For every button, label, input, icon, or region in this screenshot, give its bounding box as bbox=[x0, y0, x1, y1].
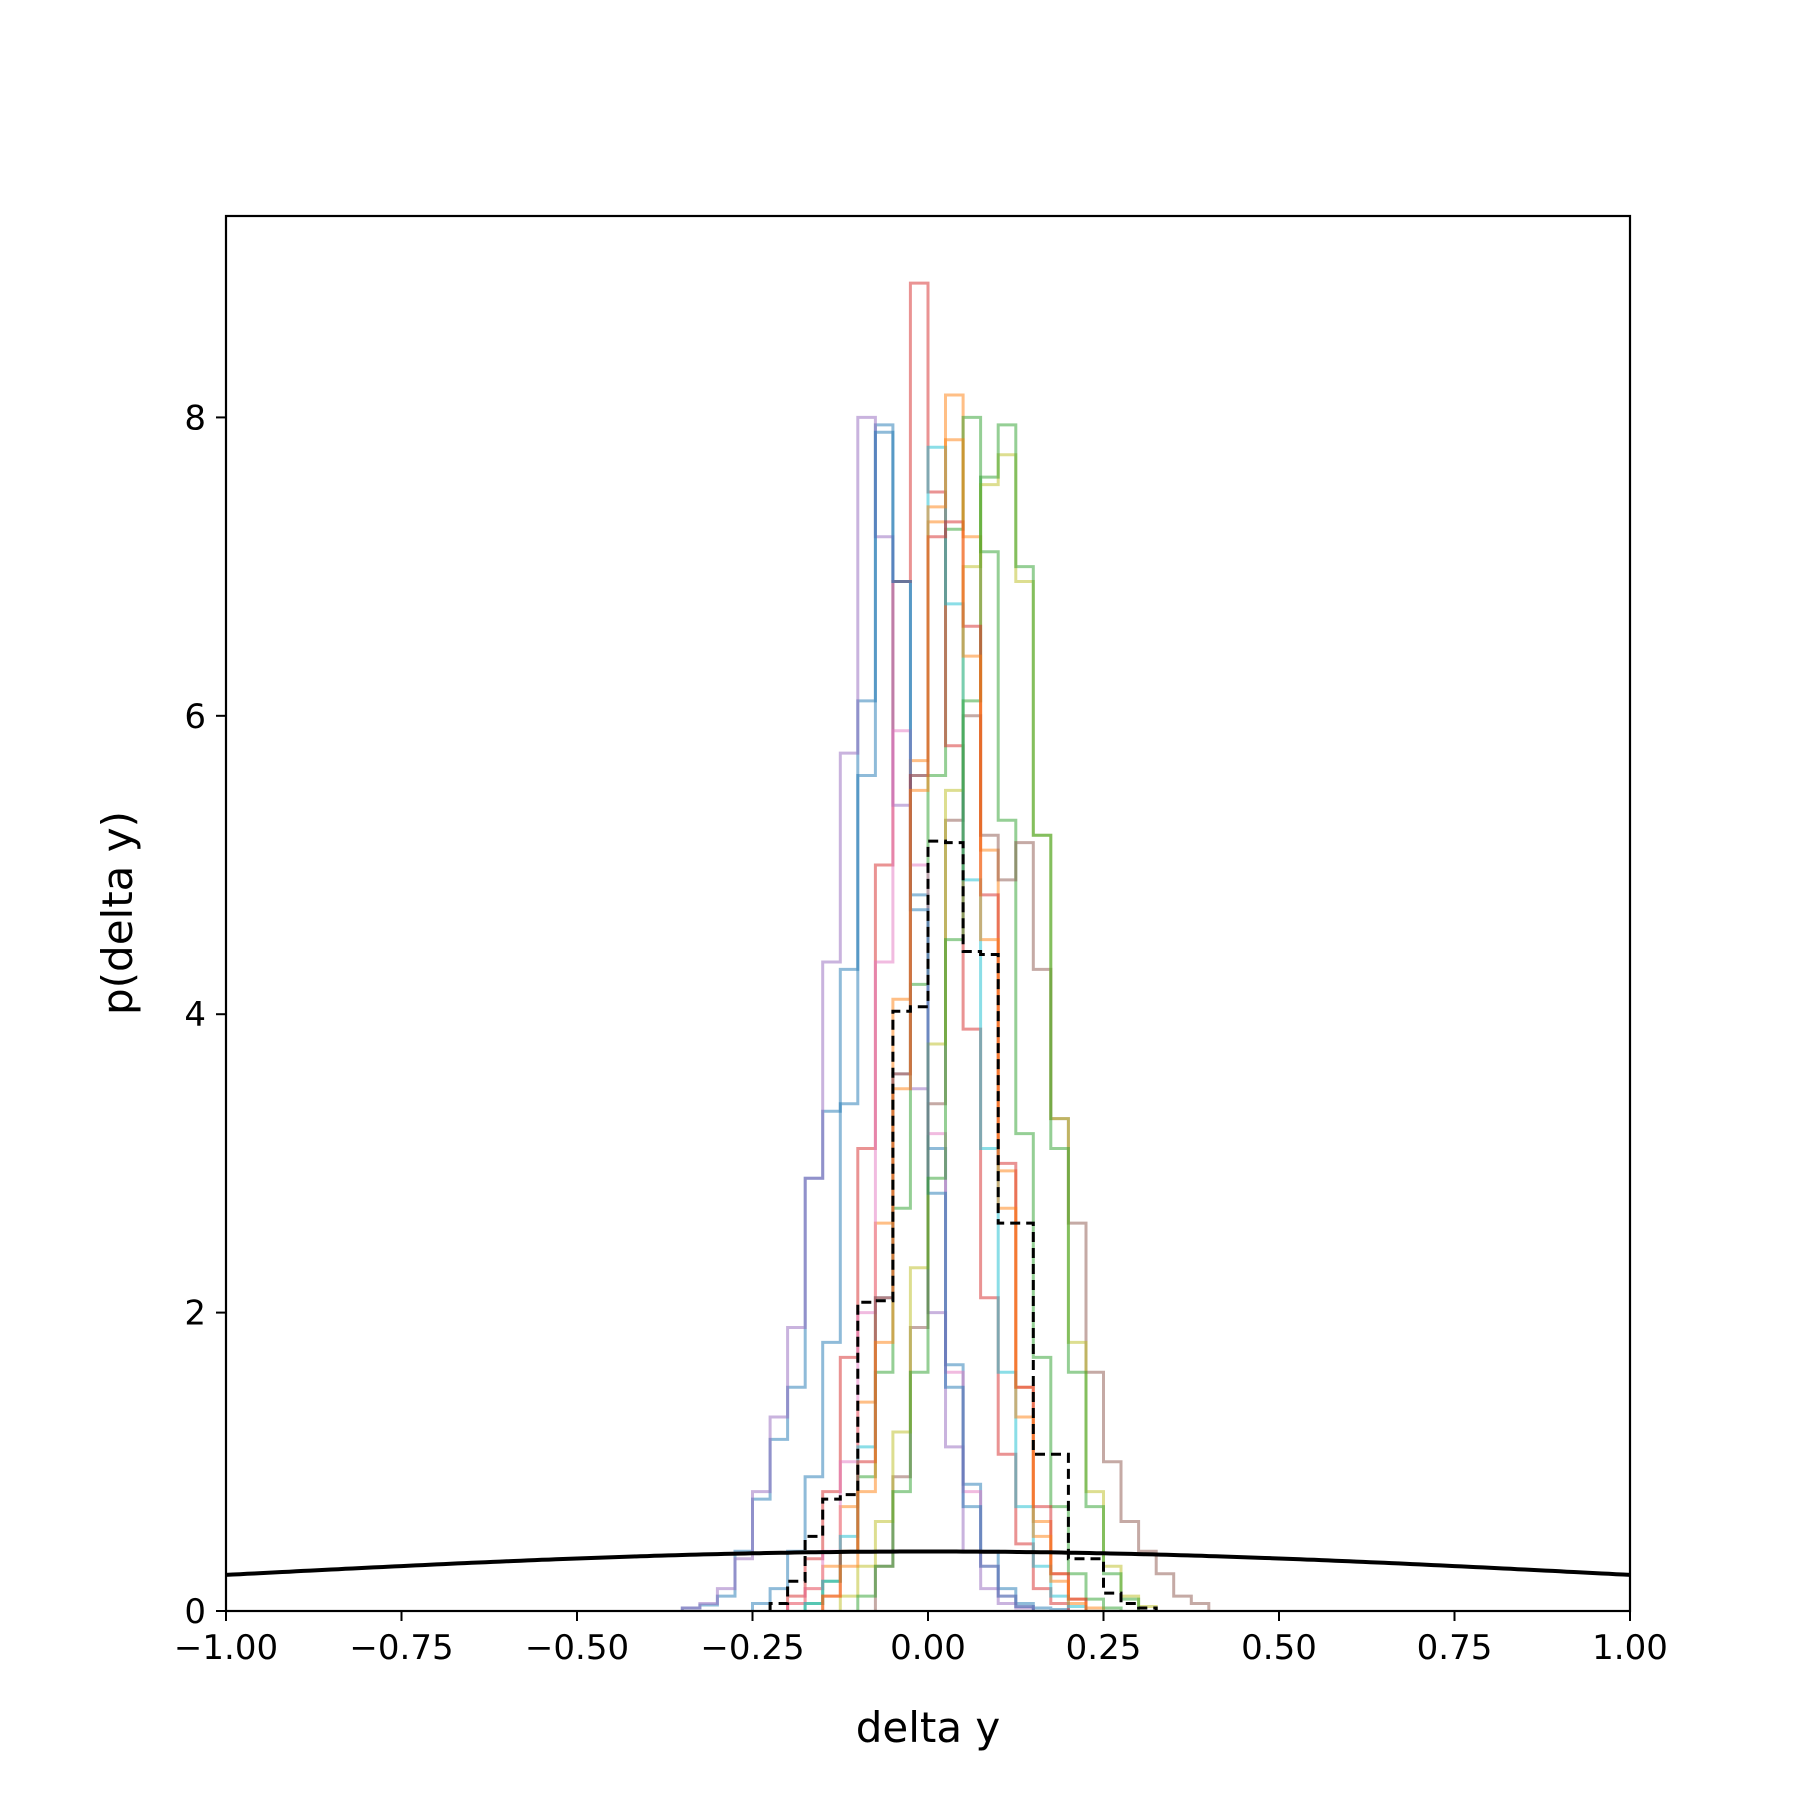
x-tick-label-8: 1.00 bbox=[1592, 1628, 1668, 1668]
aggregate-layer bbox=[768, 839, 1158, 1611]
x-tick-label-2: −0.50 bbox=[525, 1628, 629, 1668]
histogram-series-13 bbox=[821, 438, 1088, 1611]
x-tick-label-4: 0.00 bbox=[890, 1628, 966, 1668]
y-axis: 0 2 4 6 8 bbox=[184, 398, 226, 1632]
x-tick-label-6: 0.50 bbox=[1241, 1628, 1317, 1668]
x-axis: −1.00 −0.75 −0.50 −0.25 0.00 0.25 0.50 0.75 1.00 bbox=[174, 1611, 1668, 1668]
x-axis-label: delta y bbox=[856, 1703, 1001, 1752]
x-tick-label-5: 0.25 bbox=[1066, 1628, 1142, 1668]
series-layer bbox=[680, 281, 1211, 1612]
reference-curve bbox=[225, 1549, 1631, 1577]
y-tick-label-3: 6 bbox=[184, 697, 206, 737]
x-tick-label-3: −0.25 bbox=[700, 1628, 804, 1668]
y-tick-label-4: 8 bbox=[184, 398, 206, 438]
histogram-series-11 bbox=[856, 423, 1141, 1611]
y-tick-label-1: 2 bbox=[184, 1294, 206, 1334]
y-axis-label: p(delta y) bbox=[93, 811, 142, 1015]
x-tick-label-7: 0.75 bbox=[1417, 1628, 1493, 1668]
histogram-series-4 bbox=[786, 281, 1070, 1611]
aggregate-histogram bbox=[768, 839, 1158, 1611]
y-tick-label-0: 0 bbox=[184, 1592, 206, 1632]
histogram-series-6 bbox=[873, 714, 1211, 1611]
x-tick-label-1: −0.75 bbox=[349, 1628, 453, 1668]
histogram-series-12 bbox=[821, 520, 1088, 1611]
y-tick-label-2: 4 bbox=[184, 995, 206, 1035]
x-tick-label-0: −1.00 bbox=[174, 1628, 278, 1668]
